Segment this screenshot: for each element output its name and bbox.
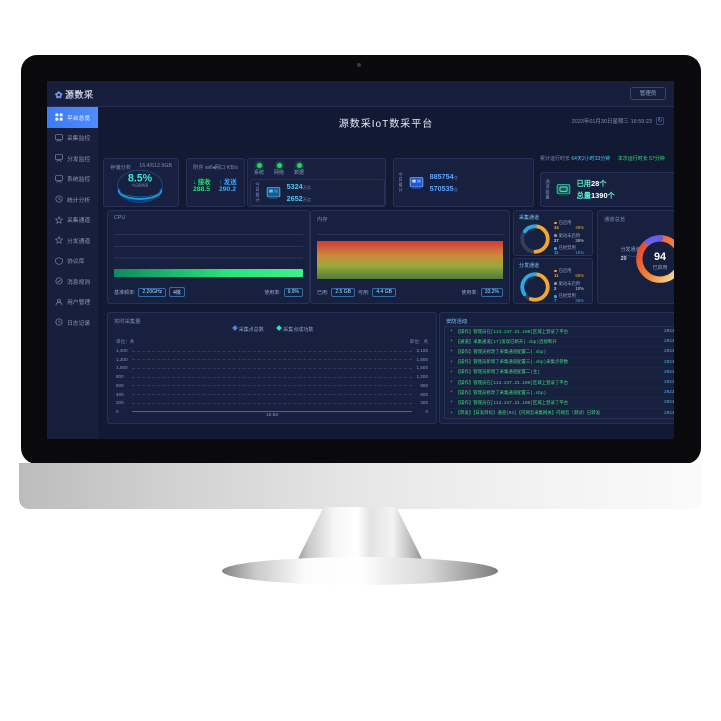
svg-text:94: 94 xyxy=(654,251,666,263)
svg-text:20: 20 xyxy=(621,256,627,262)
svg-text:已启用: 已启用 xyxy=(653,264,668,271)
svg-text:今日使用率: 今日使用率 xyxy=(132,183,149,188)
svg-text:8.5%: 8.5% xyxy=(128,173,153,185)
